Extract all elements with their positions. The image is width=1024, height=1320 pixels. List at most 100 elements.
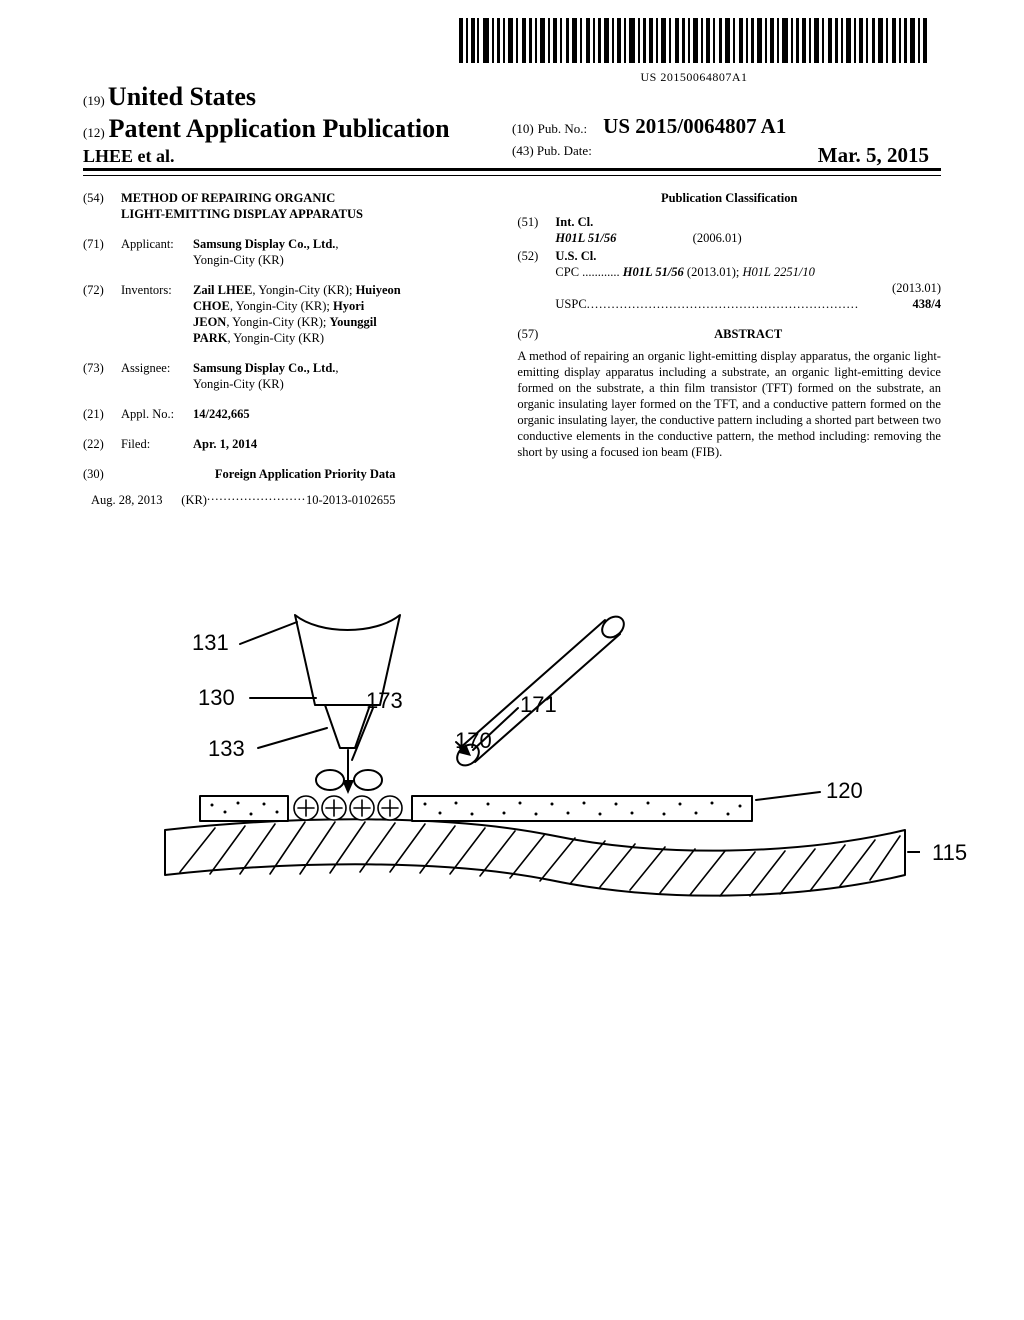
country-num: (19) xyxy=(83,93,105,108)
f57-hdr: ABSTRACT xyxy=(555,326,941,342)
f72-inv4b: PARK xyxy=(193,331,228,345)
f21-num: (21) xyxy=(83,406,121,422)
f54-num: (54) xyxy=(83,190,121,222)
f71-name: Samsung Display Co., Ltd. xyxy=(193,237,335,251)
f52-cpc-a: CPC ............ xyxy=(555,265,622,279)
pub-type-row: (12) Patent Application Publication xyxy=(83,114,512,144)
f73-num: (73) xyxy=(83,360,121,392)
f30-kr: (KR) xyxy=(181,493,207,507)
field-22: (22) Filed: Apr. 1, 2014 xyxy=(83,436,489,452)
f21-lbl: Appl. No.: xyxy=(121,406,193,422)
fig-label-170: 170 xyxy=(455,728,492,754)
f72-inv3a: Hyori xyxy=(333,299,364,313)
pubdate-row: (43) Pub. Date: Mar. 5, 2015 xyxy=(512,143,941,168)
f22-lbl: Filed: xyxy=(121,436,193,452)
country-name: United States xyxy=(108,82,256,111)
pubno-row: (10) Pub. No.: US 2015/0064807 A1 xyxy=(512,114,941,139)
f57-num: (57) xyxy=(517,326,555,342)
fig-label-173: 173 xyxy=(366,688,403,714)
f52-cpc-d: H01L 2251/10 xyxy=(742,265,814,279)
f72-inv2a: Huiyeon xyxy=(356,283,401,297)
f52-num: (52) xyxy=(517,248,555,312)
f54-title-l1: METHOD OF REPAIRING ORGANIC xyxy=(121,190,489,206)
barcode-graphic xyxy=(459,18,929,63)
right-column: Publication Classification (51) Int. Cl.… xyxy=(503,190,941,508)
abstract-text: A method of repairing an organic light-e… xyxy=(517,348,941,460)
f22-val: Apr. 1, 2014 xyxy=(193,436,489,452)
f71-addr: Yongin-City (KR) xyxy=(193,252,489,268)
classification-header: Publication Classification xyxy=(517,190,941,206)
fig-label-133: 133 xyxy=(208,736,245,762)
f52-cpc-b: H01L 51/56 xyxy=(623,265,684,279)
fig-label-115: 115 xyxy=(932,840,967,866)
fig-label-131: 131 xyxy=(192,630,229,656)
f51-lbl: Int. Cl. xyxy=(555,214,941,230)
pub-num: (12) xyxy=(83,125,105,140)
f72-inv3b: JEON xyxy=(193,315,226,329)
fig-label-130: 130 xyxy=(198,685,235,711)
f72-num: (72) xyxy=(83,282,121,346)
divider-thin xyxy=(83,175,941,176)
field-21: (21) Appl. No.: 14/242,665 xyxy=(83,406,489,422)
f72-inv1a: Zail LHEE xyxy=(193,283,252,297)
header-country: (19) United States xyxy=(83,82,941,112)
f30-date: Aug. 28, 2013 xyxy=(91,493,163,507)
f71-lbl: Applicant: xyxy=(121,236,193,268)
f51-year: (2006.01) xyxy=(693,231,742,245)
field-30: (30) Foreign Application Priority Data xyxy=(83,466,489,482)
pubno-num: (10) xyxy=(512,121,534,136)
field-57: (57) ABSTRACT xyxy=(517,326,941,342)
f72-val: Zail LHEE, Yongin-City (KR); Huiyeon CHO… xyxy=(193,282,489,346)
f22-num: (22) xyxy=(83,436,121,452)
f72-inv4a: Younggil xyxy=(330,315,377,329)
f72-inv2b: CHOE xyxy=(193,299,230,313)
fig-label-171: 171 xyxy=(520,692,557,718)
f73-name: Samsung Display Co., Ltd. xyxy=(193,361,335,375)
barcode-block: US 20150064807A1 xyxy=(459,18,929,85)
f30-hdr: Foreign Application Priority Data xyxy=(121,466,489,482)
f52-lbl: U.S. Cl. xyxy=(555,248,941,264)
f52-cpc-line1: CPC ............ H01L 51/56 (2013.01); H… xyxy=(555,264,941,280)
f72-inv3c: , Yongin-City (KR); xyxy=(226,315,329,329)
f73-addr: Yongin-City (KR) xyxy=(193,376,489,392)
f52-uspc-row: USPC ...................................… xyxy=(555,296,941,312)
f72-lbl: Inventors: xyxy=(121,282,193,346)
f30-data: Aug. 28, 2013 (KR) .....................… xyxy=(83,488,489,508)
fig-label-120: 120 xyxy=(826,778,863,804)
divider-thick xyxy=(83,168,941,171)
f52-uspc-lbl: USPC xyxy=(555,296,586,312)
pubno-label: Pub. No.: xyxy=(538,121,587,136)
body-columns: (54) METHOD OF REPAIRING ORGANIC LIGHT-E… xyxy=(83,190,941,508)
f30-num: (30) xyxy=(83,466,121,482)
field-52: (52) U.S. Cl. CPC ............ H01L 51/5… xyxy=(517,248,941,312)
field-71: (71) Applicant: Samsung Display Co., Ltd… xyxy=(83,236,489,268)
field-51: (51) Int. Cl. H01L 51/56 (2006.01) xyxy=(517,214,941,246)
f72-inv2c: , Yongin-City (KR); xyxy=(230,299,333,313)
f54-title-l2: LIGHT-EMITTING DISPLAY APPARATUS xyxy=(121,206,489,222)
f52-uspc-val: 438/4 xyxy=(913,296,941,312)
f72-inv1b: , Yongin-City (KR); xyxy=(252,283,355,297)
f52-cpc-c: (2013.01); xyxy=(684,265,743,279)
authors: LHEE et al. xyxy=(83,146,512,167)
field-54: (54) METHOD OF REPAIRING ORGANIC LIGHT-E… xyxy=(83,190,489,222)
left-column: (54) METHOD OF REPAIRING ORGANIC LIGHT-E… xyxy=(83,190,503,508)
pubdate-num: (43) xyxy=(512,143,534,168)
f52-uspc-dots: ........................................… xyxy=(587,296,913,312)
field-73: (73) Assignee: Samsung Display Co., Ltd.… xyxy=(83,360,489,392)
f72-inv4c: , Yongin-City (KR) xyxy=(228,331,325,345)
f21-val: 14/242,665 xyxy=(193,406,489,422)
header: (19) United States (12) Patent Applicati… xyxy=(83,82,941,168)
f73-lbl: Assignee: xyxy=(121,360,193,392)
patent-figure: 131 130 133 173 171 170 120 115 xyxy=(120,580,920,920)
pub-type: Patent Application Publication xyxy=(109,114,450,143)
pubdate-label: Pub. Date: xyxy=(537,143,592,168)
f71-num: (71) xyxy=(83,236,121,268)
f30-dots: ........................ xyxy=(207,488,306,504)
pubdate-value: Mar. 5, 2015 xyxy=(818,143,941,168)
f52-cpc-line2: (2013.01) xyxy=(555,280,941,296)
f30-val: 10-2013-0102655 xyxy=(306,493,396,507)
f51-num: (51) xyxy=(517,214,555,246)
pubno-value: US 2015/0064807 A1 xyxy=(603,114,786,138)
field-72: (72) Inventors: Zail LHEE, Yongin-City (… xyxy=(83,282,489,346)
f51-code: H01L 51/56 xyxy=(555,231,616,245)
